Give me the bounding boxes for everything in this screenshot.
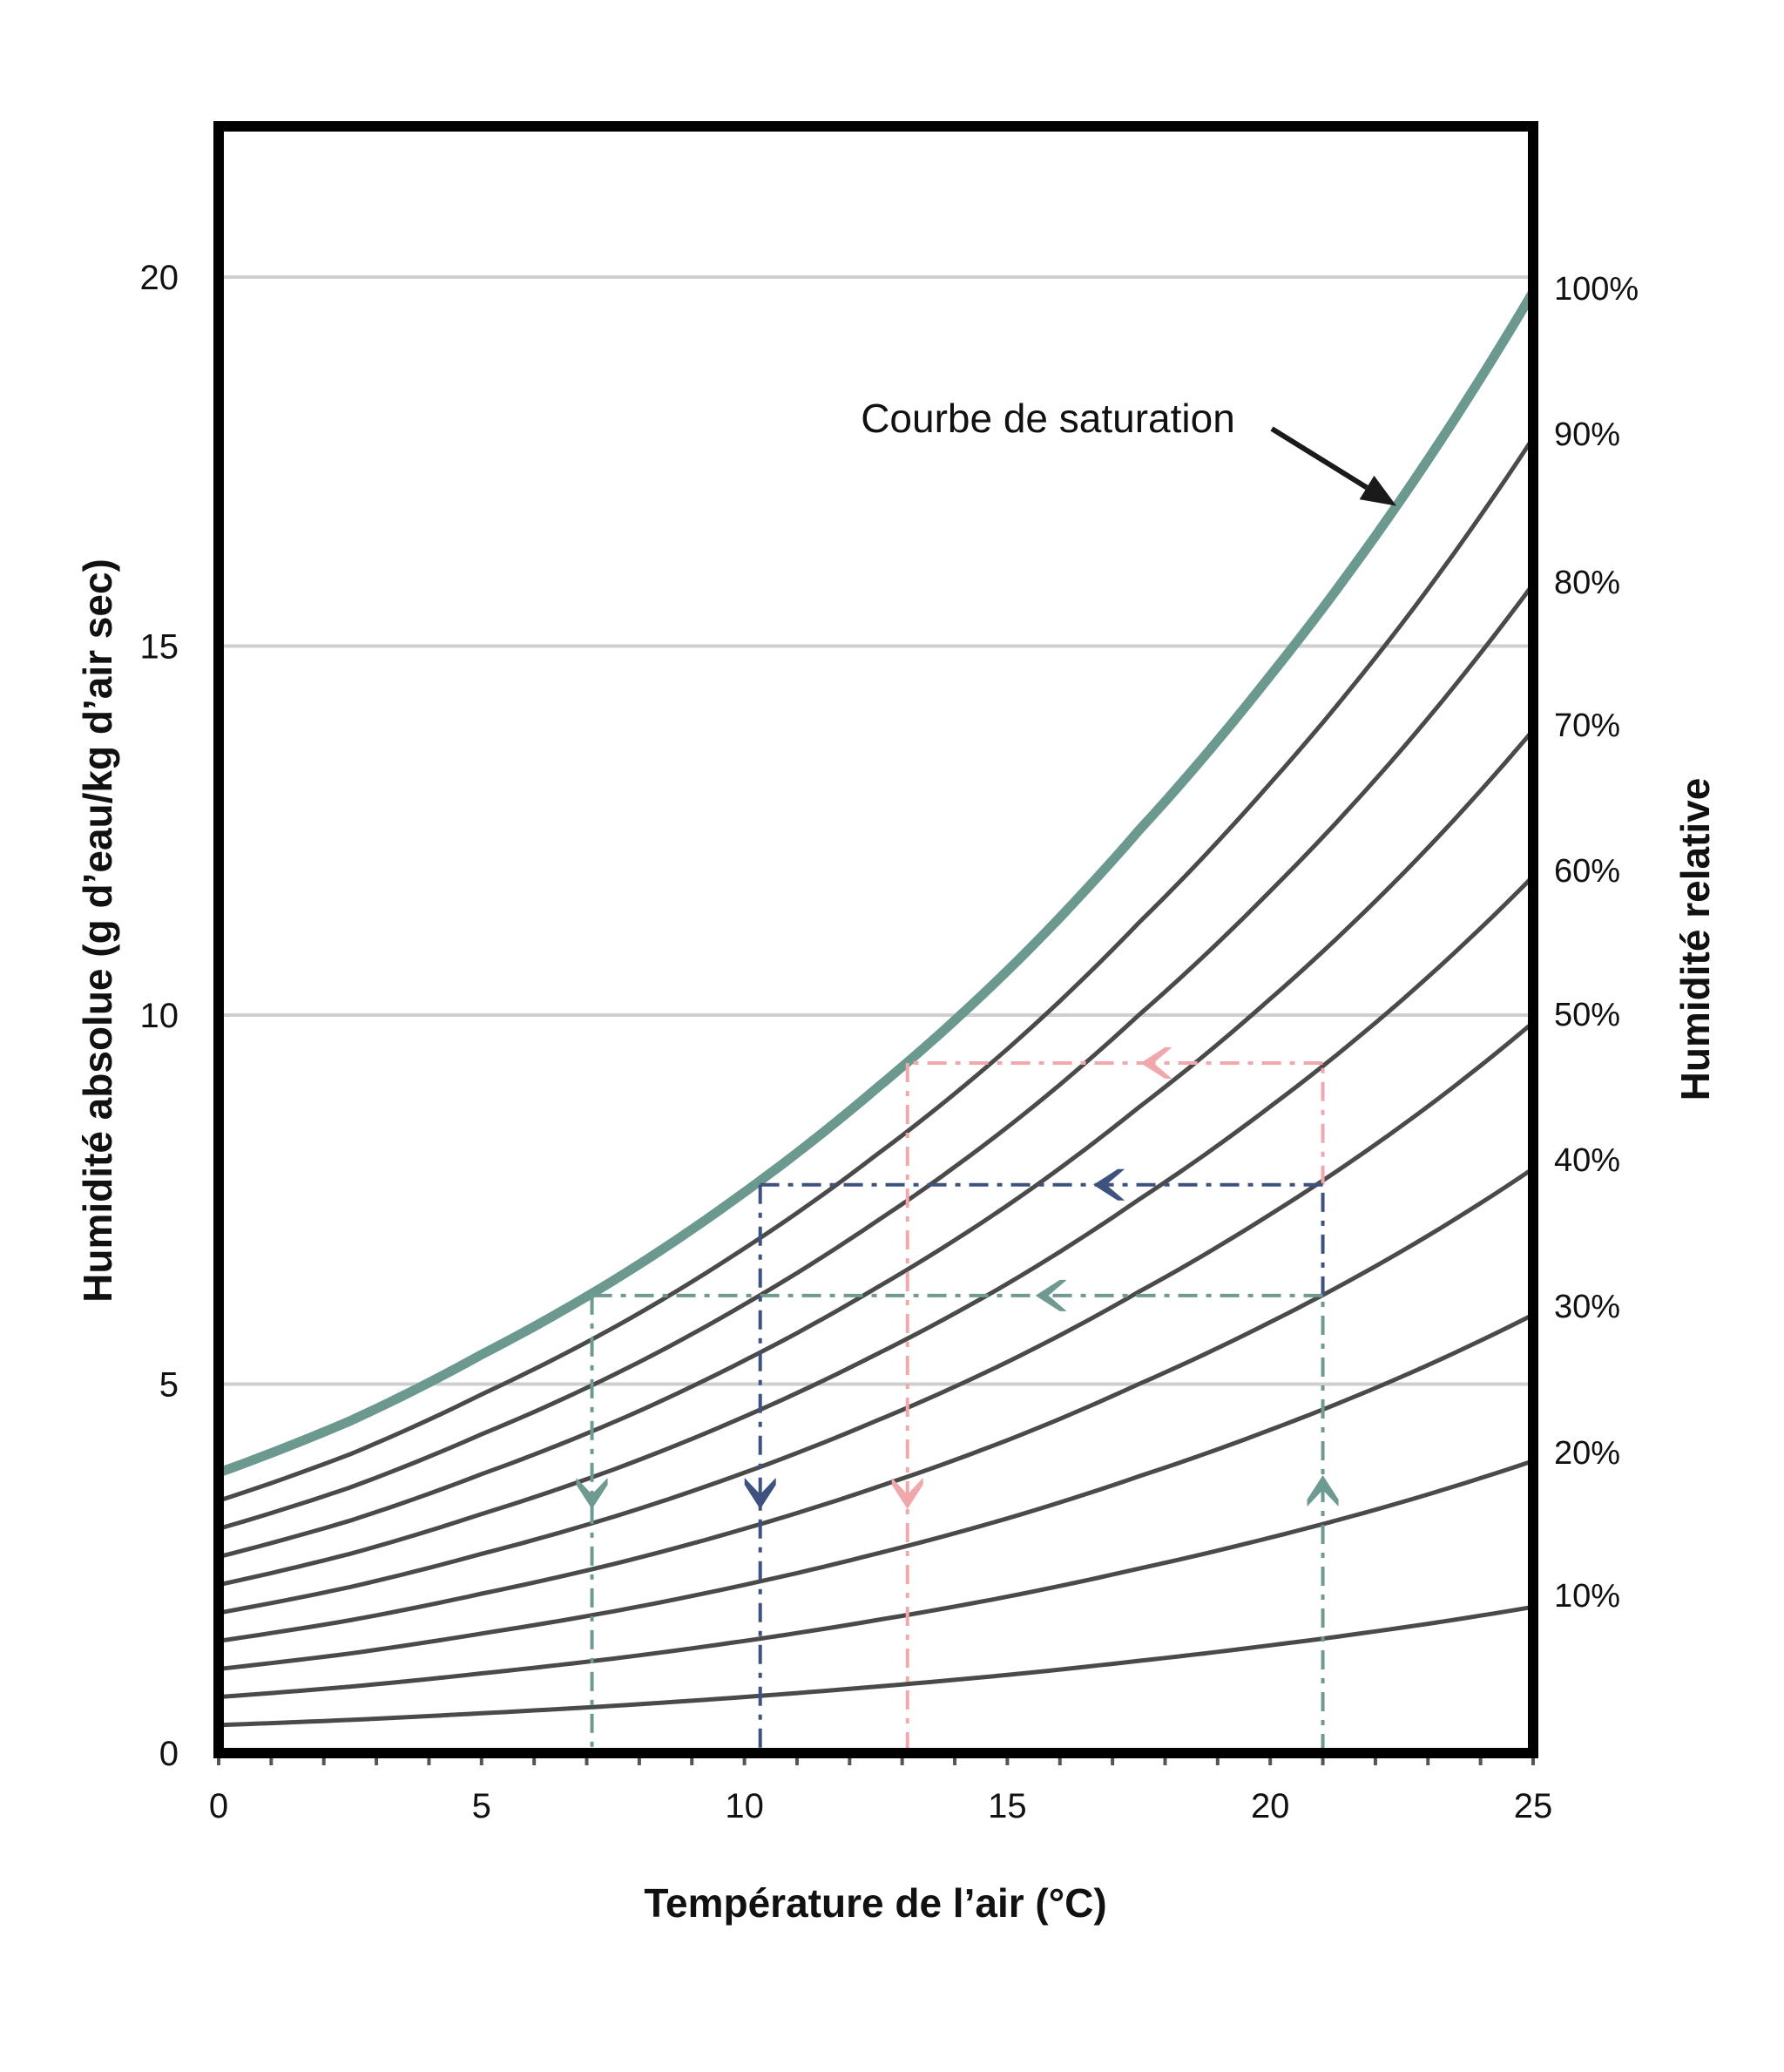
y-tick-label: 10 — [140, 997, 179, 1035]
rh-label: 30% — [1554, 1289, 1620, 1325]
rh-curve-90 — [218, 437, 1536, 1503]
y-tick-label: 0 — [159, 1735, 179, 1773]
rh-curve-50 — [218, 1020, 1535, 1615]
saturation-curve — [217, 289, 1537, 1478]
x-tick-label: 25 — [1514, 1787, 1553, 1825]
rh-curve-70 — [218, 728, 1535, 1560]
start-up-arrow-icon — [1307, 1475, 1339, 1507]
plot-frame-rect — [213, 121, 1538, 1758]
rh-curve-80 — [218, 582, 1536, 1531]
annotation-arrow-shaft — [1270, 426, 1368, 491]
plot-frame — [213, 121, 1538, 1758]
guide-paths — [576, 1047, 1339, 1753]
rh-label: 40% — [1554, 1142, 1620, 1179]
teal-path-left-arrow-icon — [1035, 1279, 1067, 1311]
rh-curve-30 — [218, 1312, 1535, 1671]
y-tick-label: 20 — [140, 259, 179, 297]
rh-label: 60% — [1554, 853, 1620, 890]
rh-label: 90% — [1554, 416, 1620, 453]
rh-curve-10 — [218, 1604, 1534, 1728]
rh-label: 10% — [1554, 1578, 1620, 1615]
rh-label: 20% — [1554, 1435, 1620, 1472]
pink-path-left-arrow-icon — [1140, 1047, 1172, 1080]
pink-path-down-arrow-icon — [891, 1478, 923, 1509]
y-tick-label: 15 — [140, 628, 179, 667]
teal-path-down-arrow-icon — [576, 1478, 608, 1509]
y-tick-label: 5 — [159, 1366, 179, 1405]
x-axis-title: Température de l’air (°C) — [644, 1880, 1106, 1926]
y-axis-title: Humidité absolue (g d’eau/kg d’air sec) — [75, 559, 120, 1303]
saturation-annotation-label: Courbe de saturation — [861, 396, 1235, 441]
rh-curves — [217, 289, 1537, 1728]
rh-curve-40 — [218, 1167, 1535, 1643]
annotation-arrow-head-icon — [1359, 475, 1397, 506]
rh-label: 50% — [1554, 997, 1620, 1033]
x-tick-label: 0 — [209, 1787, 228, 1825]
rh-label: 80% — [1554, 565, 1620, 601]
navy-path-left-arrow-icon — [1093, 1168, 1125, 1201]
x-tick-label: 20 — [1251, 1787, 1290, 1825]
tick-labels: 0 5 10 15 20 25 0 5 10 15 20 100% 90% 80% 70% 60% 50% 40%… — [140, 259, 1639, 1825]
rh-curve-60 — [218, 875, 1535, 1588]
y2-axis-title: Humidité relative — [1672, 778, 1718, 1101]
axis-ticks — [217, 1758, 1535, 1765]
rh-label: 70% — [1554, 708, 1620, 744]
x-tick-label: 10 — [725, 1787, 764, 1825]
x-tick-label: 15 — [988, 1787, 1027, 1825]
gridlines — [219, 275, 1533, 1386]
rh-curve-20 — [218, 1459, 1534, 1700]
rh-label: 100% — [1554, 271, 1639, 308]
navy-path-down-arrow-icon — [744, 1478, 776, 1509]
x-tick-label: 5 — [472, 1787, 491, 1825]
saturation-annotation-arrow — [1270, 426, 1397, 506]
